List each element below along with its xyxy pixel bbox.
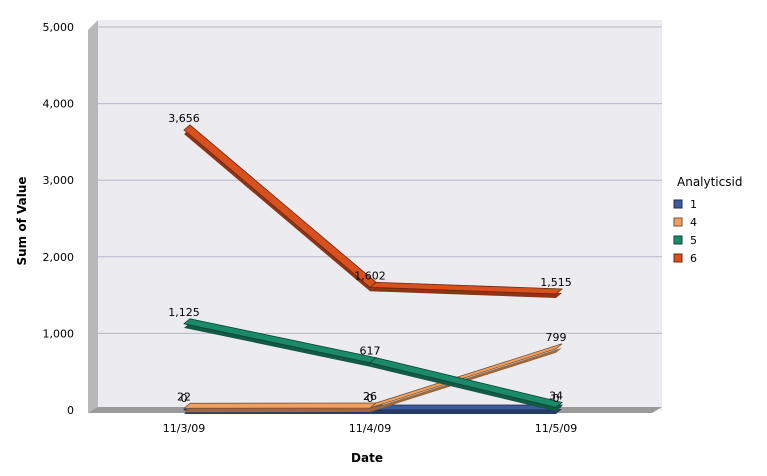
series-4-data-label: 22 xyxy=(177,390,191,403)
x-tick-label: 11/5/09 xyxy=(535,422,577,435)
series-6-data-label: 1,515 xyxy=(540,276,572,289)
y-tick-label: 2,000 xyxy=(43,251,75,264)
series-4-ribbon xyxy=(369,343,563,409)
x-axis-title: Date xyxy=(351,451,383,465)
series-5-ribbon xyxy=(369,357,563,408)
legend-label-1: 1 xyxy=(690,198,697,211)
series-6-data-label: 3,656 xyxy=(168,112,200,125)
y-axis-title: Sum of Value xyxy=(15,176,29,265)
series-4-ribbon xyxy=(182,402,378,409)
series-5-data-label: 1,125 xyxy=(168,306,200,319)
series-4-data-label: 799 xyxy=(546,331,567,344)
y-tick-label: 4,000 xyxy=(43,98,75,111)
y-tick-label: 0 xyxy=(67,404,74,417)
series-ribbons xyxy=(182,124,564,414)
x-tick-label: 11/4/09 xyxy=(349,422,391,435)
y-tick-label: 1,000 xyxy=(43,327,75,340)
gridlines xyxy=(98,26,662,334)
series-5-data-label: 617 xyxy=(360,345,381,358)
y-tick-label: 3,000 xyxy=(43,174,75,187)
series-6-data-label: 1,602 xyxy=(354,269,386,282)
series-6-ribbon xyxy=(368,281,564,295)
series-1-data-label: 0 xyxy=(181,392,188,405)
x-axis-ticks: 11/3/09 11/4/09 11/5/09 xyxy=(163,422,577,435)
legend-label-4: 4 xyxy=(690,216,697,229)
legend-swatch-5 xyxy=(673,235,683,245)
legend-swatch-1 xyxy=(673,199,683,209)
legend-swatch-4 xyxy=(673,217,683,227)
series-1-data-label: 0 xyxy=(367,392,374,405)
series-5-data-label: 34 xyxy=(549,389,563,402)
left-wall xyxy=(88,20,98,413)
x-tick-label: 11/3/09 xyxy=(163,422,205,435)
legend-label-6: 6 xyxy=(690,252,697,265)
legend-label-5: 5 xyxy=(690,234,697,247)
legend-title: Analyticsid xyxy=(677,175,742,189)
y-tick-label: 5,000 xyxy=(43,21,75,34)
legend: Analyticsid 1 4 5 6 xyxy=(673,175,742,265)
y-axis-ticks: 0 1,000 2,000 3,000 4,000 5,000 xyxy=(43,21,75,417)
back-wall xyxy=(98,20,662,410)
legend-swatch-6 xyxy=(673,253,683,263)
series-4-data-label: 26 xyxy=(363,390,377,403)
series-1-data-label: 0 xyxy=(553,392,560,405)
